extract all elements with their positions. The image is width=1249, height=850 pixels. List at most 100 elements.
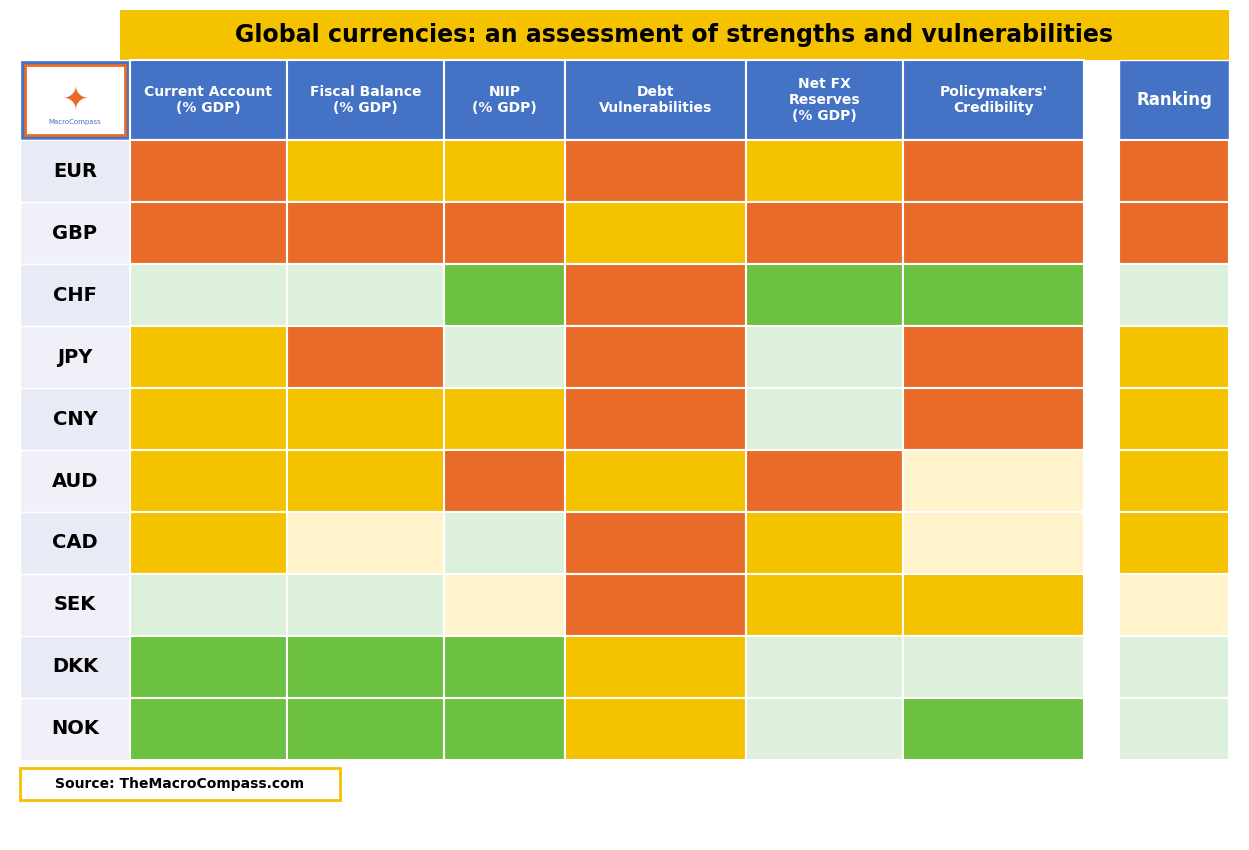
Bar [1119, 326, 1229, 388]
Bar [565, 512, 746, 574]
Text: GBP: GBP [52, 224, 97, 242]
Bar [1119, 698, 1229, 760]
Bar [565, 636, 746, 698]
Text: EUR: EUR [52, 162, 97, 180]
Bar [130, 698, 287, 760]
Bar [1119, 512, 1229, 574]
Bar [287, 202, 443, 264]
Text: CAD: CAD [52, 534, 97, 552]
Bar [1119, 60, 1229, 140]
Bar [443, 388, 565, 450]
Bar [565, 574, 746, 636]
Bar [20, 60, 130, 140]
Bar [20, 140, 130, 202]
Bar [746, 450, 903, 512]
Bar [746, 140, 903, 202]
Bar [287, 450, 443, 512]
Bar [443, 698, 565, 760]
Text: Debt
Vulnerabilities: Debt Vulnerabilities [598, 85, 712, 115]
Bar [130, 388, 287, 450]
Bar [903, 512, 1084, 574]
Text: AUD: AUD [51, 472, 99, 490]
Bar [565, 202, 746, 264]
Bar [20, 202, 130, 264]
Bar [130, 326, 287, 388]
Bar [746, 388, 903, 450]
Bar [903, 388, 1084, 450]
Bar [443, 326, 565, 388]
Bar [565, 326, 746, 388]
Text: Fiscal Balance
(% GDP): Fiscal Balance (% GDP) [310, 85, 421, 115]
Bar [746, 60, 903, 140]
Bar [903, 698, 1084, 760]
Bar [443, 636, 565, 698]
Bar [565, 450, 746, 512]
Bar [20, 574, 130, 636]
Text: DKK: DKK [52, 658, 99, 677]
Bar [20, 636, 130, 698]
Bar [1119, 264, 1229, 326]
Text: JPY: JPY [57, 348, 92, 366]
Bar [130, 140, 287, 202]
Bar [565, 140, 746, 202]
Bar [120, 10, 1229, 60]
Bar [565, 698, 746, 760]
Bar [287, 60, 443, 140]
Bar [1119, 574, 1229, 636]
Bar [1119, 636, 1229, 698]
Bar [1119, 388, 1229, 450]
Text: CHF: CHF [52, 286, 97, 304]
Bar [20, 768, 340, 800]
Text: Policymakers'
Credibility: Policymakers' Credibility [939, 85, 1048, 115]
Text: Current Account
(% GDP): Current Account (% GDP) [145, 85, 272, 115]
Bar [746, 636, 903, 698]
Bar [746, 698, 903, 760]
Text: Source: TheMacroCompass.com: Source: TheMacroCompass.com [55, 777, 305, 791]
Bar [20, 264, 130, 326]
Bar [287, 388, 443, 450]
Bar [287, 264, 443, 326]
Bar [20, 388, 130, 450]
Bar [130, 202, 287, 264]
Bar [565, 388, 746, 450]
Bar [746, 574, 903, 636]
Bar [287, 574, 443, 636]
Text: NOK: NOK [51, 719, 99, 739]
Bar [25, 65, 125, 135]
Text: MacroCompass: MacroCompass [49, 119, 101, 126]
Text: ✦: ✦ [62, 86, 87, 115]
Bar [746, 264, 903, 326]
Text: Ranking: Ranking [1137, 91, 1212, 109]
Bar [443, 264, 565, 326]
Bar [903, 574, 1084, 636]
Bar [903, 636, 1084, 698]
Bar [287, 326, 443, 388]
Bar [903, 202, 1084, 264]
Bar [20, 326, 130, 388]
Bar [903, 264, 1084, 326]
Bar [443, 450, 565, 512]
Bar [20, 698, 130, 760]
Bar [287, 140, 443, 202]
Bar [1119, 450, 1229, 512]
Bar [903, 450, 1084, 512]
Bar [746, 202, 903, 264]
Bar [903, 60, 1084, 140]
Bar [565, 60, 746, 140]
Text: Global currencies: an assessment of strengths and vulnerabilities: Global currencies: an assessment of stre… [236, 23, 1114, 47]
Bar [443, 574, 565, 636]
Bar [130, 60, 287, 140]
Bar [287, 698, 443, 760]
Bar [443, 140, 565, 202]
Text: NIIP
(% GDP): NIIP (% GDP) [472, 85, 537, 115]
Text: Net FX
Reserves
(% GDP): Net FX Reserves (% GDP) [788, 76, 861, 123]
Bar [130, 264, 287, 326]
Bar [443, 60, 565, 140]
Bar [20, 512, 130, 574]
Text: CNY: CNY [52, 410, 97, 428]
Bar [746, 512, 903, 574]
Bar [443, 202, 565, 264]
Bar [130, 636, 287, 698]
Bar [746, 326, 903, 388]
Bar [130, 450, 287, 512]
